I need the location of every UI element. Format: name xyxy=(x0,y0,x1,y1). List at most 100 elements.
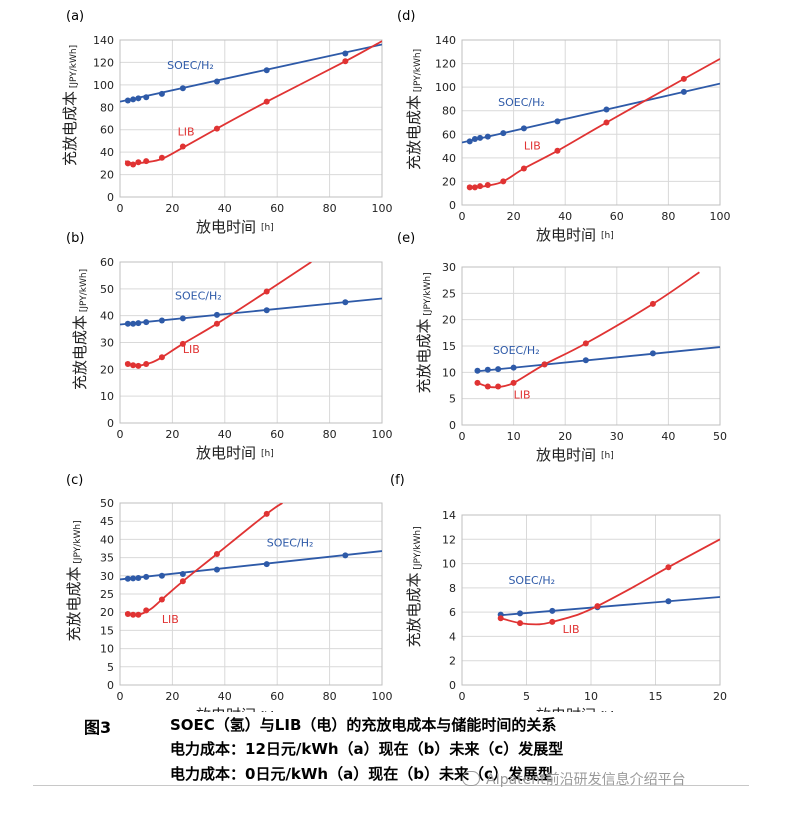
panel-letter: (d) xyxy=(397,9,415,24)
x-tick-label: 100 xyxy=(372,428,393,441)
x-tick-label: 100 xyxy=(372,690,393,703)
lib-point xyxy=(484,383,491,390)
y-tick-label: 10 xyxy=(100,390,114,403)
soec-h2-point xyxy=(158,317,165,324)
y-tick-label: 60 xyxy=(100,124,114,137)
lib-point xyxy=(135,159,142,166)
soec-h2-point xyxy=(484,366,491,373)
x-tick-label: 100 xyxy=(710,210,731,223)
y-axis-label: 充放电成本 xyxy=(71,315,89,390)
watermark-text: AIpatent前沿研发信息介绍平台 xyxy=(486,772,686,788)
y-axis-unit: [JPY/kWh] xyxy=(79,269,89,312)
x-tick-label: 0 xyxy=(117,690,124,703)
lib-point xyxy=(158,354,165,361)
y-tick-label: 20 xyxy=(442,314,456,327)
lib-point xyxy=(124,611,131,618)
soec-h2-point xyxy=(342,552,349,559)
lib-point xyxy=(541,361,548,368)
soec-h2-point xyxy=(263,67,270,74)
soec-h2-point xyxy=(665,598,672,605)
caption-line-3: 电力成本：0日元/kWh（a）现在（b）未来（c）发展型 xyxy=(170,765,553,783)
x-tick-label: 0 xyxy=(117,428,124,441)
y-tick-label: 12 xyxy=(442,533,456,546)
lib-point xyxy=(263,98,270,105)
x-axis-label: 放电时间 xyxy=(536,706,596,712)
soec-h2-point xyxy=(179,85,186,92)
panel-letter: (a) xyxy=(66,9,84,24)
soec-h2-point xyxy=(342,299,349,306)
x-axis-label: 放电时间 xyxy=(196,218,256,236)
soec-h2-point xyxy=(582,357,589,364)
y-tick-label: 60 xyxy=(100,256,114,269)
lib-label: LIB xyxy=(183,343,200,356)
chart-panel: (b) 0 10 20 30 40 50 60 0 20 40 60 80 100 放电时间 [h] 充放电成本… xyxy=(66,231,393,462)
soec-h2-label: SOEC/H₂ xyxy=(493,344,540,357)
lib-point xyxy=(554,147,561,154)
lib-point xyxy=(263,510,270,517)
y-tick-label: 0 xyxy=(449,199,456,212)
x-tick-label: 20 xyxy=(165,202,179,215)
y-tick-label: 140 xyxy=(435,34,456,47)
y-tick-label: 35 xyxy=(100,552,114,565)
y-axis-label: 充放电成本 xyxy=(415,318,433,393)
panel-letter: (b) xyxy=(66,231,84,246)
x-axis-label: 放电时间 xyxy=(196,706,256,712)
y-axis-label: 充放电成本 xyxy=(61,91,79,166)
y-tick-label: 40 xyxy=(100,533,114,546)
x-axis-unit: [h] xyxy=(261,449,274,459)
y-tick-label: 60 xyxy=(442,128,456,141)
soec-h2-point xyxy=(649,350,656,357)
x-axis-unit: [h] xyxy=(601,451,614,461)
y-tick-label: 45 xyxy=(100,515,114,528)
y-axis-label: 充放电成本 xyxy=(405,572,423,647)
x-tick-label: 0 xyxy=(459,430,466,443)
soec-h2-point xyxy=(520,125,527,132)
lib-label: LIB xyxy=(178,125,195,138)
soec-h2-point xyxy=(263,561,270,568)
y-tick-label: 5 xyxy=(449,393,456,406)
x-tick-label: 60 xyxy=(270,202,284,215)
x-tick-label: 40 xyxy=(558,210,572,223)
x-tick-label: 50 xyxy=(713,430,727,443)
soec-h2-point xyxy=(130,96,137,103)
x-tick-label: 0 xyxy=(459,210,466,223)
x-tick-label: 100 xyxy=(372,202,393,215)
x-tick-label: 0 xyxy=(459,690,466,703)
lib-point xyxy=(179,578,186,585)
x-tick-label: 20 xyxy=(507,210,521,223)
x-tick-label: 15 xyxy=(649,690,663,703)
lib-point xyxy=(130,611,137,618)
lib-point xyxy=(495,383,502,390)
x-axis-unit: [h] xyxy=(601,231,614,241)
y-tick-label: 120 xyxy=(435,58,456,71)
y-axis-unit: [JPY/kWh] xyxy=(69,45,79,88)
x-tick-label: 80 xyxy=(323,690,337,703)
soec-h2-point xyxy=(495,366,502,373)
plot-frame xyxy=(461,514,721,686)
chart-panel: (a) 0 20 40 60 80 100 120 140 0 20 40 60 80 100 放电时间 [h]… xyxy=(61,9,393,236)
lib-point xyxy=(594,603,601,610)
y-axis-unit: [JPY/kWh] xyxy=(413,526,423,569)
y-tick-label: 30 xyxy=(100,570,114,583)
x-axis-label: 放电时间 xyxy=(536,226,596,244)
lib-point xyxy=(517,620,524,627)
y-tick-label: 100 xyxy=(435,81,456,94)
lib-point xyxy=(143,158,150,165)
y-tick-label: 20 xyxy=(442,175,456,188)
soec-h2-point xyxy=(130,320,137,327)
lib-line xyxy=(477,271,700,389)
y-tick-label: 0 xyxy=(107,417,114,430)
wechat-icon xyxy=(462,771,480,786)
y-axis-label: 充放电成本 xyxy=(65,566,83,641)
lib-point xyxy=(549,618,556,625)
y-tick-label: 80 xyxy=(442,105,456,118)
soec-h2-point xyxy=(143,319,150,326)
y-tick-label: 0 xyxy=(107,191,114,204)
x-tick-label: 60 xyxy=(270,428,284,441)
y-tick-label: 2 xyxy=(449,655,456,668)
lib-point xyxy=(471,184,478,191)
soec-h2-point xyxy=(484,133,491,140)
x-axis-unit: [h] xyxy=(601,711,614,712)
y-axis-unit: [JPY/kWh] xyxy=(73,520,83,563)
x-tick-label: 10 xyxy=(584,690,598,703)
